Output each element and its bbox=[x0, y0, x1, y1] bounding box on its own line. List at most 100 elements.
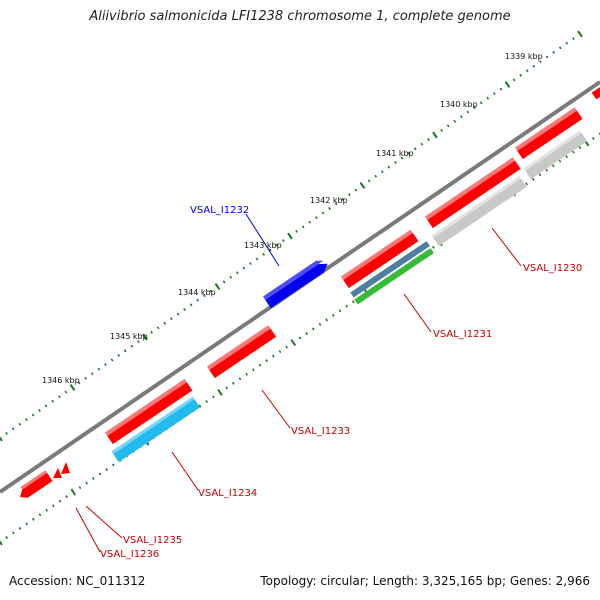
major-tick bbox=[214, 283, 221, 290]
gene-label-vsal-i1231[interactable]: VSAL_I1231 bbox=[433, 329, 492, 340]
minor-tick bbox=[31, 413, 35, 417]
minor-tick bbox=[78, 486, 82, 490]
minor-tick bbox=[11, 427, 15, 431]
minor-tick bbox=[5, 431, 8, 435]
minor-tick bbox=[242, 266, 246, 270]
minor-tick bbox=[123, 349, 127, 353]
minor-tick bbox=[38, 513, 42, 517]
major-tick bbox=[142, 333, 148, 341]
gene-label-vsal-i1230[interactable]: VSAL_I1230 bbox=[523, 263, 582, 274]
minor-tick bbox=[51, 399, 55, 403]
minor-tick bbox=[57, 395, 61, 399]
gene-feature-vsal-i1234-cyan[interactable] bbox=[111, 396, 201, 463]
gene-label-vsal-i1235[interactable]: VSAL_I1235 bbox=[123, 535, 182, 546]
minor-tick bbox=[196, 298, 200, 302]
minor-tick bbox=[367, 179, 371, 183]
minor-tick bbox=[499, 87, 503, 91]
minor-tick bbox=[519, 73, 523, 77]
minor-tick bbox=[325, 318, 329, 322]
major-tick bbox=[0, 436, 3, 442]
minor-tick bbox=[282, 239, 285, 243]
gene-label-vsal-i1233[interactable]: VSAL_I1233 bbox=[291, 426, 350, 437]
minor-tick bbox=[97, 367, 101, 371]
scale-labels: 1339 kbp 1340 kbp 1341 kbp 1342 kbp 1343… bbox=[42, 52, 543, 385]
gene-feature-vsal-i1231-red[interactable] bbox=[340, 229, 419, 289]
minor-tick bbox=[591, 137, 595, 141]
minor-tick bbox=[532, 64, 536, 68]
minor-tick bbox=[427, 138, 430, 142]
minor-tick bbox=[31, 517, 35, 521]
gene-feature-vsal-i1229a[interactable] bbox=[514, 107, 583, 160]
minor-tick bbox=[420, 142, 424, 146]
minor-tick bbox=[354, 188, 358, 192]
minor-tick bbox=[387, 165, 391, 169]
minor-tick bbox=[110, 358, 114, 362]
gene-feature-vsal-i1231-green[interactable] bbox=[354, 248, 434, 305]
minor-tick bbox=[374, 174, 378, 178]
feature-track bbox=[16, 84, 600, 501]
minor-tick bbox=[111, 463, 115, 467]
scale-label-1345: 1345 kbp bbox=[110, 332, 148, 341]
gene-feature-gray-1[interactable] bbox=[523, 130, 588, 180]
scale-label-1341: 1341 kbp bbox=[376, 149, 414, 158]
minor-tick bbox=[235, 271, 239, 275]
minor-tick bbox=[251, 368, 255, 372]
minor-tick bbox=[5, 535, 9, 539]
minor-tick bbox=[137, 340, 140, 344]
minor-tick bbox=[328, 206, 331, 210]
minor-tick bbox=[558, 46, 562, 50]
gene-feature-vsal-i1232[interactable] bbox=[262, 256, 331, 309]
minor-tick bbox=[104, 363, 107, 367]
gene-feature-vsal-i1233[interactable] bbox=[206, 325, 277, 379]
minor-tick bbox=[249, 262, 252, 266]
gene-feature-vsal-i1231-steel[interactable] bbox=[350, 241, 430, 298]
minor-tick bbox=[341, 197, 345, 201]
minor-tick bbox=[156, 326, 160, 330]
minor-tick bbox=[413, 147, 417, 151]
minor-tick bbox=[539, 60, 542, 64]
minor-tick bbox=[238, 377, 242, 381]
minor-tick bbox=[38, 408, 41, 412]
minor-tick bbox=[85, 481, 89, 485]
minor-tick bbox=[90, 372, 94, 376]
gene-feature-vsal-i1235-b[interactable] bbox=[61, 462, 70, 474]
minor-tick bbox=[551, 164, 555, 168]
minor-tick bbox=[150, 330, 153, 334]
gene-feature-gray-2[interactable] bbox=[431, 176, 527, 247]
minor-tick bbox=[545, 55, 549, 59]
minor-tick bbox=[271, 354, 275, 358]
minor-tick bbox=[578, 146, 582, 150]
gene-feature-vsal-i1234-red[interactable] bbox=[104, 378, 193, 445]
gene-label-vsal-i1232[interactable]: VSAL_I1232 bbox=[190, 205, 249, 216]
gene-feature-vsal-i1235-a[interactable] bbox=[53, 468, 62, 478]
gene-feature-vsal-i1230-red[interactable] bbox=[424, 157, 521, 229]
minor-tick bbox=[305, 331, 309, 335]
minor-tick bbox=[558, 159, 562, 163]
minor-tick bbox=[572, 37, 575, 41]
minor-tick bbox=[189, 303, 193, 307]
gene-label-vsal-i1236[interactable]: VSAL_I1236 bbox=[100, 549, 159, 560]
minor-tick bbox=[345, 304, 349, 308]
minor-tick bbox=[163, 321, 167, 325]
minor-tick bbox=[334, 202, 338, 206]
minor-tick bbox=[211, 395, 215, 399]
minor-tick bbox=[18, 526, 22, 530]
minor-tick bbox=[58, 499, 62, 503]
minor-tick bbox=[117, 353, 121, 357]
scale-label-1340: 1340 kbp bbox=[440, 100, 478, 109]
gene-feature-vsal-i1236[interactable] bbox=[16, 470, 53, 501]
minor-tick bbox=[258, 363, 262, 367]
leader-lines bbox=[75, 213, 522, 553]
scale-label-1346: 1346 kbp bbox=[42, 376, 80, 385]
minor-tick bbox=[202, 294, 206, 298]
minor-tick bbox=[91, 477, 95, 481]
minor-tick bbox=[531, 177, 535, 181]
scale-label-1344: 1344 kbp bbox=[178, 288, 216, 297]
major-tick bbox=[217, 388, 223, 396]
gene-label-vsal-i1234[interactable]: VSAL_I1234 bbox=[198, 488, 257, 499]
minor-tick bbox=[407, 151, 411, 155]
major-tick bbox=[70, 488, 77, 496]
gene-labels: VSAL_I1230 VSAL_I1231 VSAL_I1232 VSAL_I1… bbox=[100, 205, 582, 560]
scale-label-1343: 1343 kbp bbox=[244, 241, 282, 250]
